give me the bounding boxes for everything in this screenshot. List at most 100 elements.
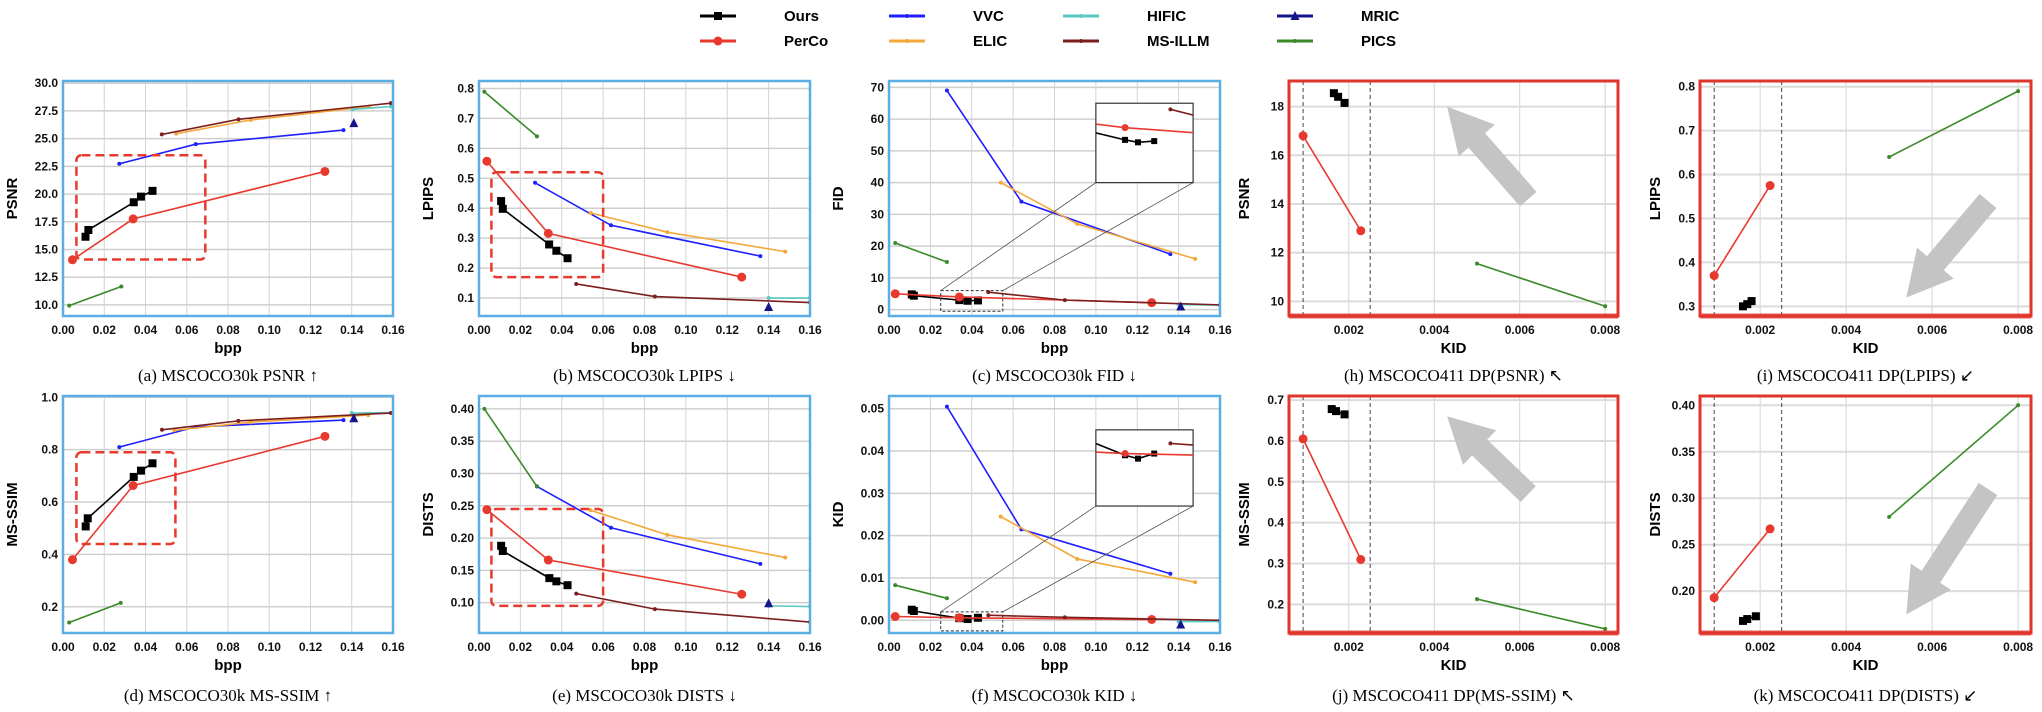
data-point-perco (482, 505, 492, 515)
y-tick-label: 40 (871, 176, 885, 190)
y-tick-label: 12 (1271, 246, 1285, 260)
y-tick-label: 0.7 (457, 111, 474, 125)
x-tick-label: 0.04 (550, 640, 574, 654)
data-point-perco (1121, 450, 1129, 458)
data-point-ours (81, 522, 90, 531)
zoom-connector (940, 182, 1097, 291)
series-line-vvc (119, 129, 344, 165)
y-tick-label: 0.35 (1672, 445, 1696, 459)
subplot-caption: (e) MSCOCO30k DISTS ↓ (552, 686, 737, 705)
x-axis-label: bpp (631, 657, 659, 674)
x-tick-label: 0.16 (1208, 323, 1232, 337)
y-tick-label: 0.20 (1672, 584, 1696, 598)
x-tick-label: 0.02 (509, 640, 533, 654)
data-point-pics (534, 134, 539, 139)
x-tick-label: 0.04 (550, 323, 574, 337)
data-point-perco (954, 292, 964, 302)
plot-area (1709, 81, 2021, 316)
data-point-ours (83, 514, 92, 523)
data-point-elic (1493, 309, 1497, 313)
y-tick-label: 15.0 (35, 242, 59, 256)
data-point-perco (890, 289, 900, 299)
data-point-vvc (944, 404, 949, 409)
x-tick-label: 0.04 (134, 323, 158, 337)
data-point-vvc (1168, 252, 1173, 257)
data-point-ours (1135, 455, 1142, 462)
x-tick-label: 0.004 (1831, 323, 1861, 337)
subplot-caption: (i) MSCOCO411 DP(LPIPS) ↙ (1757, 366, 1974, 385)
x-tick-label: 0.008 (2003, 323, 2033, 337)
y-tick-label: 50 (871, 144, 885, 158)
y-tick-label: 70 (871, 80, 885, 94)
series-line-hific (768, 605, 810, 608)
data-point-ours (1743, 615, 1752, 624)
subplot-caption: (h) MSCOCO411 DP(PSNR) ↖ (1344, 366, 1563, 385)
data-point-vvc (944, 88, 949, 93)
y-tick-label: 0.8 (1678, 80, 1695, 94)
x-tick-label: 0.006 (1917, 640, 1947, 654)
x-axis-label: KID (1853, 657, 1879, 674)
data-point-elic (1075, 556, 1080, 561)
data-point-ours (1340, 410, 1349, 419)
y-tick-label: 0.05 (861, 402, 885, 416)
plot-area (1298, 81, 1608, 316)
y-tick-label: 12.5 (35, 270, 59, 284)
x-tick-label: 0.10 (674, 640, 698, 654)
data-point-elic (588, 211, 593, 216)
series-line-pics (1888, 404, 2019, 518)
data-point-ours (498, 204, 507, 213)
data-point-perco (1356, 226, 1366, 236)
y-axis-label: DISTS (420, 492, 437, 536)
y-tick-label: 25.0 (35, 132, 59, 146)
data-point-ms-illm (574, 281, 579, 286)
data-point-elic (783, 555, 788, 560)
data-point-ms-illm (1062, 615, 1067, 620)
data-point-ours (1751, 612, 1760, 621)
plot-frame (887, 79, 1222, 318)
data-point-ms-illm (652, 607, 657, 612)
x-tick-label: 0.008 (1590, 640, 1620, 654)
series-line-pics (483, 91, 538, 137)
data-point-elic (172, 428, 177, 433)
data-point-perco (1298, 131, 1308, 141)
data-point-elic (998, 514, 1003, 519)
series-line-elic (590, 509, 786, 559)
data-point-ours (136, 466, 145, 475)
data-point-ours (973, 296, 982, 305)
zoom-source-box (940, 611, 1004, 632)
direction-arrow-icon (1906, 193, 1997, 298)
y-tick-label: 0.10 (451, 596, 475, 610)
data-point-elic (1193, 256, 1198, 261)
panel-b: 0.00 0.02 0.04 0.06 0.08 0.10 0.12 0.14 0.16 0.1 0… (420, 79, 822, 385)
zoom-inset (1095, 429, 1194, 507)
data-point-pics (534, 484, 539, 489)
y-tick-label: 0.4 (1267, 516, 1284, 530)
x-tick-label: 0.10 (674, 323, 698, 337)
series-line-perco (486, 509, 742, 596)
highlight-box (75, 451, 177, 546)
x-tick-label: 0.00 (877, 323, 901, 337)
plot-area (890, 309, 1497, 632)
legend-item-vvc: VVC (889, 8, 1004, 25)
data-point-ours (497, 541, 506, 550)
legend-label: HIFIC (1147, 8, 1186, 25)
plot-frame (477, 394, 812, 635)
x-tick-label: 0.008 (2003, 640, 2033, 654)
highlight-box (490, 171, 605, 279)
x-tick-label: 0.006 (1505, 323, 1535, 337)
data-point-ours (129, 472, 138, 481)
y-tick-label: 30 (871, 207, 885, 221)
direction-arrow-icon (1447, 416, 1536, 503)
plot-frame (61, 79, 395, 318)
data-point-mric (1467, 476, 1476, 485)
legend-label: MS-ILLM (1147, 33, 1209, 50)
data-point-ms-illm (236, 117, 241, 122)
data-point-pics (2016, 89, 2021, 94)
plot-area (67, 410, 393, 625)
y-tick-label: 0.03 (861, 486, 885, 500)
y-tick-label: 0.3 (1678, 299, 1695, 313)
y-tick-label: 10 (871, 271, 885, 285)
y-axis-label: FID (830, 186, 847, 210)
y-tick-label: 0.7 (1267, 393, 1284, 407)
data-point-vvc (117, 161, 122, 166)
